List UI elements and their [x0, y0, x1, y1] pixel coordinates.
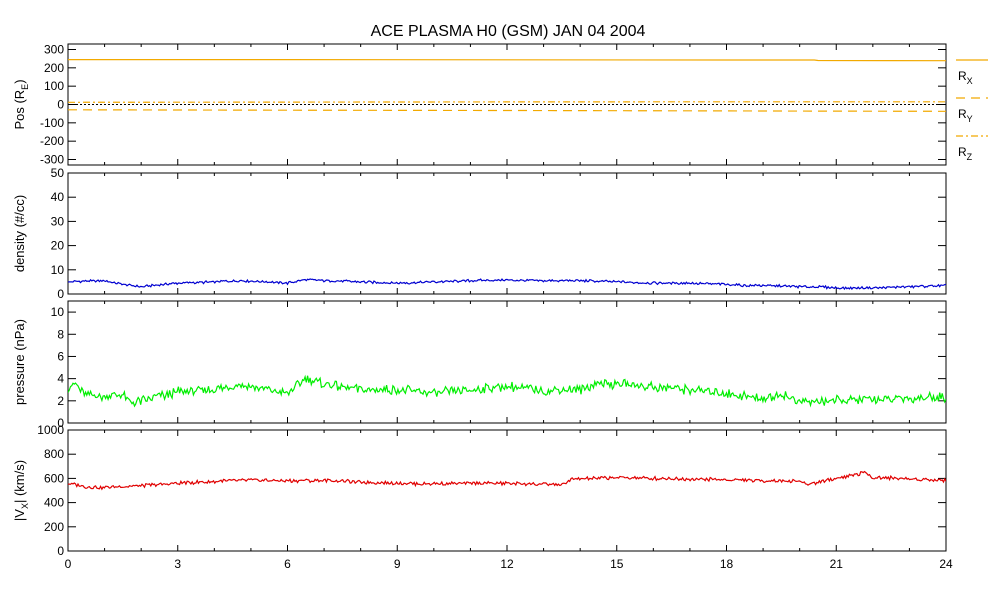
- y-tick-label: 10: [51, 263, 65, 277]
- series-line-pressure: [68, 374, 946, 408]
- chart-title: ACE PLASMA H0 (GSM) JAN 04 2004: [371, 23, 646, 40]
- y-tick-label: 10: [51, 305, 65, 319]
- x-tick-label: 12: [500, 557, 514, 571]
- y-tick-label: 50: [51, 166, 65, 180]
- y-tick-label: 600: [44, 471, 64, 485]
- y-tick-label: -200: [40, 134, 64, 148]
- panel-2: 0 2 4 6 8 10 pressure (nPa): [12, 300, 947, 430]
- y-tick-label: 0: [57, 544, 64, 558]
- panel-3: 0 200 400 600 800 1000 |VX| (km/s): [12, 423, 947, 558]
- y-tick-label: 1000: [37, 423, 64, 437]
- series-line-density: [68, 278, 946, 291]
- y-tick-label: 8: [57, 327, 64, 341]
- x-tick-label: 18: [720, 557, 734, 571]
- y-tick-label: 0: [57, 416, 64, 430]
- panel-frame: [67, 172, 947, 295]
- y-tick-label: 100: [44, 79, 64, 93]
- panel-frame: [67, 300, 947, 424]
- series-line-RX: [68, 59, 946, 62]
- x-tick-label: 0: [65, 557, 72, 571]
- y-tick-label: 6: [57, 349, 64, 363]
- y-tick-label: -300: [40, 153, 64, 167]
- series-line-vx: [68, 470, 946, 491]
- series-line-RY: [68, 109, 946, 112]
- panel-frame: [67, 43, 947, 166]
- x-tick-label: 3: [174, 557, 181, 571]
- x-tick-label: 9: [394, 557, 401, 571]
- series-line-RZ: [68, 101, 946, 103]
- legend: RX RY RZ: [956, 59, 988, 162]
- legend-label-RX: RX: [958, 69, 973, 86]
- y-tick-label: 4: [57, 372, 64, 386]
- y-tick-label: 200: [44, 61, 64, 75]
- y-tick-label: 200: [44, 520, 64, 534]
- y-axis-label: Pos (RE): [12, 79, 30, 129]
- legend-label-RY: RY: [958, 107, 973, 124]
- y-tick-label: 800: [44, 447, 64, 461]
- x-tick-label: 15: [610, 557, 624, 571]
- y-tick-label: 20: [51, 239, 65, 253]
- y-tick-label: 2: [57, 394, 64, 408]
- y-axis-label: density (#/cc): [12, 195, 27, 272]
- panel-frame: [67, 429, 947, 552]
- y-tick-label: 0: [57, 287, 64, 301]
- y-tick-label: 300: [44, 43, 64, 57]
- panel-1: 0 10 20 30 40 50 density (#/cc): [12, 166, 947, 301]
- x-tick-label: 6: [284, 557, 291, 571]
- y-tick-label: 0: [57, 98, 64, 112]
- y-tick-label: 30: [51, 214, 65, 228]
- y-axis-label: pressure (nPa): [12, 319, 27, 405]
- y-tick-label: 40: [51, 190, 65, 204]
- y-tick-label: 400: [44, 496, 64, 510]
- y-tick-label: -100: [40, 116, 64, 130]
- legend-label-RZ: RZ: [958, 145, 973, 162]
- y-axis-label: |VX| (km/s): [12, 460, 30, 521]
- panel-0: 300 200 100 0 -100 -200 -300 Pos (RE): [12, 43, 947, 167]
- x-tick-label: 21: [830, 557, 844, 571]
- x-tick-label: 24: [939, 557, 953, 571]
